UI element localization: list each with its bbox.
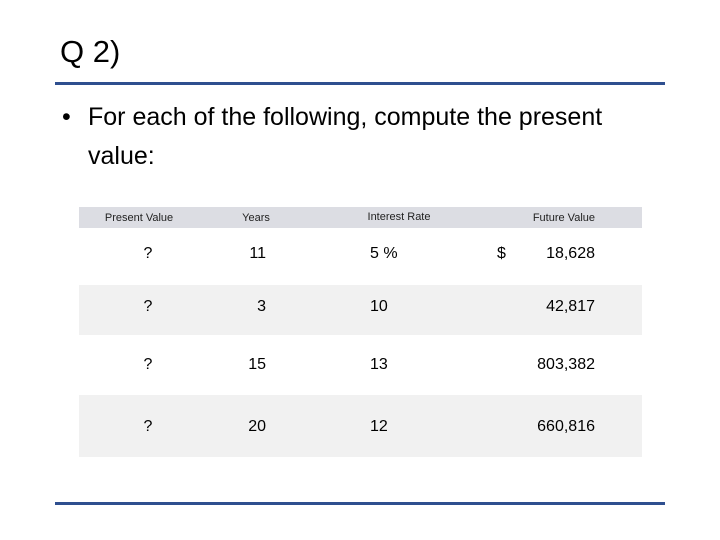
table-cell: 3 <box>257 298 266 315</box>
table-cell: 15 <box>248 356 266 373</box>
table-cell: 20 <box>248 418 266 435</box>
row-band <box>79 395 642 457</box>
table-cell: 18,628 <box>546 245 595 262</box>
table-cell: ? <box>143 245 153 262</box>
table-cell: 660,816 <box>537 418 595 435</box>
bullet-point: • For each of the following, compute the… <box>62 98 602 170</box>
divider <box>55 502 665 505</box>
bullet-text: For each of the following, compute the p… <box>88 103 603 170</box>
row-band <box>79 285 642 335</box>
column-header: Present Value <box>104 212 174 224</box>
table-cell: ? <box>143 356 153 373</box>
table-cell: 42,817 <box>546 298 595 315</box>
table-cell: ? <box>143 298 153 315</box>
table-cell: 5 % <box>370 245 398 262</box>
table-cell: 13 <box>370 356 388 373</box>
table-cell: ? <box>143 418 153 435</box>
table-header-band <box>79 207 642 228</box>
bullet-dot: • <box>62 103 71 131</box>
table-cell: 12 <box>370 418 388 435</box>
column-header: Future Value <box>532 212 595 224</box>
column-header: Interest Rate <box>367 211 431 223</box>
table-cell: 11 <box>249 245 266 262</box>
table-cell: 803,382 <box>537 356 595 373</box>
table-cell: 10 <box>370 298 388 315</box>
table-cell: $ <box>497 245 506 262</box>
divider <box>55 82 665 85</box>
slide-title: Q 2) <box>60 34 121 69</box>
column-header: Years <box>242 212 270 224</box>
